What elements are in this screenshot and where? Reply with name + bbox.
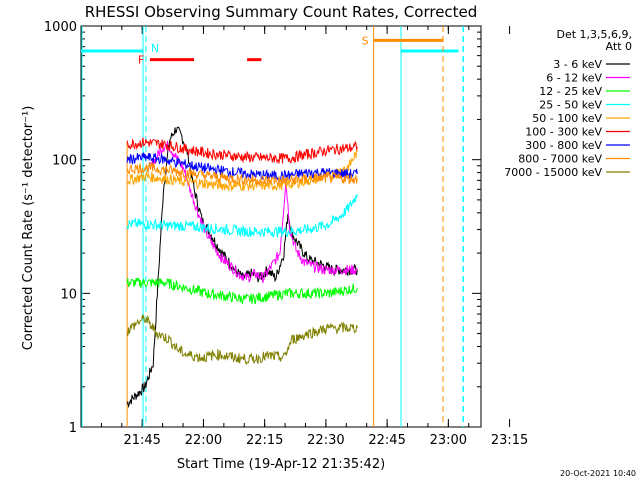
x-tick-label: 22:00	[185, 433, 222, 448]
legend-entry-label: 800 - 7000 keV	[518, 153, 602, 166]
x-tick-label: 21:45	[123, 433, 160, 448]
y-axis-label: Corrected Count Rate (s⁻¹ detector⁻¹)	[21, 106, 36, 351]
chart-title: RHESSI Observing Summary Count Rates, Co…	[85, 3, 478, 21]
legend-header: Att 0	[606, 40, 632, 53]
series-3	[126, 194, 358, 239]
legend-entry-label: 25 - 50 keV	[539, 99, 602, 112]
y-tick-label: 100	[52, 154, 77, 169]
y-tick-label: 1000	[44, 20, 77, 35]
legend-entry-label: 7000 - 15000 keV	[504, 166, 602, 179]
flare-label: F	[138, 54, 144, 67]
legend-header: Det 1,3,5,6,9,	[556, 28, 632, 41]
x-tick-label: 22:15	[246, 433, 283, 448]
x-tick-label: 23:00	[430, 433, 467, 448]
annotations: NF S	[81, 26, 464, 427]
footer-timestamp: 20-Oct-2021 10:40	[560, 469, 636, 478]
y-tick-label: 10	[60, 287, 77, 302]
plot-frame	[80, 25, 482, 428]
x-tick-label: 23:15	[491, 433, 528, 448]
series-8	[126, 314, 358, 366]
legend-entry-label: 3 - 6 keV	[553, 58, 602, 71]
series-1	[148, 140, 358, 284]
legend-entry-label: 50 - 100 keV	[532, 112, 602, 125]
series-2	[126, 277, 358, 305]
x-axis-label: Start Time (19-Apr-12 21:35:42)	[177, 457, 385, 472]
legend-entry-label: 6 - 12 keV	[546, 72, 602, 85]
legend-entry-label: 12 - 25 keV	[539, 85, 602, 98]
legend-entry-label: 100 - 300 keV	[525, 126, 602, 139]
axes: 1 10 100 1000 21:45 22:00 22:15 22:30 22:45 23:00…	[44, 20, 528, 448]
series-lines	[126, 126, 358, 409]
legend-entry-label: 300 - 800 keV	[525, 139, 602, 152]
x-tick-label: 22:45	[368, 433, 405, 448]
saa-label: S	[362, 34, 369, 47]
series-7	[126, 162, 358, 186]
y-tick-label: 1	[69, 421, 77, 436]
x-tick-label: 22:30	[307, 433, 344, 448]
night-label: N	[151, 42, 159, 55]
series-5	[126, 137, 358, 165]
